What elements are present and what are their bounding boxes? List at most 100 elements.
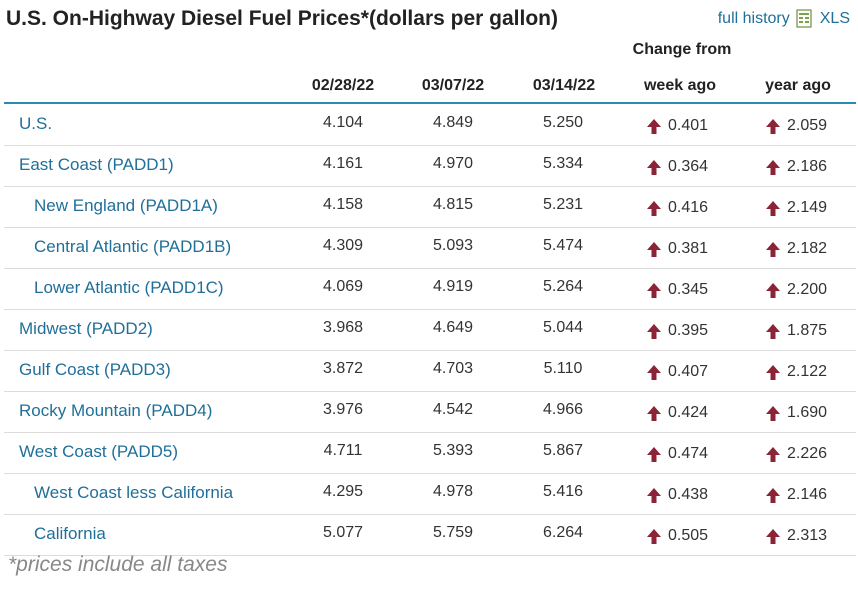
week-change: 0.364 bbox=[647, 158, 708, 176]
year-change: 2.149 bbox=[766, 199, 827, 217]
year-change: 2.313 bbox=[766, 527, 827, 545]
year-change-value: 2.146 bbox=[787, 486, 828, 503]
region-link[interactable]: New England (PADD1A) bbox=[34, 196, 218, 215]
week-change-value: 0.407 bbox=[668, 363, 709, 380]
year-change-value: 2.200 bbox=[787, 281, 828, 298]
price-date-1: 4.069 bbox=[322, 278, 364, 295]
price-date-2: 4.849 bbox=[432, 114, 474, 131]
week-change: 0.407 bbox=[647, 363, 708, 381]
price-date-1: 5.077 bbox=[322, 524, 364, 541]
page-title: U.S. On-Highway Diesel Fuel Prices*(doll… bbox=[6, 7, 558, 30]
week-change-value: 0.416 bbox=[668, 199, 709, 216]
region-link[interactable]: U.S. bbox=[19, 114, 53, 133]
price-date-1: 4.309 bbox=[322, 237, 364, 254]
header-divider bbox=[4, 102, 856, 104]
region-link[interactable]: California bbox=[34, 524, 106, 543]
week-change-value: 0.345 bbox=[668, 281, 709, 298]
region-link[interactable]: Central Atlantic (PADD1B) bbox=[34, 237, 232, 256]
region-link[interactable]: West Coast (PADD5) bbox=[19, 442, 179, 461]
year-change: 2.146 bbox=[766, 486, 827, 504]
full-history-link[interactable]: full history bbox=[717, 9, 790, 27]
footnote: *prices include all taxes bbox=[8, 553, 228, 576]
change-from-header: Change from bbox=[632, 41, 732, 58]
week-change-value: 0.505 bbox=[668, 527, 709, 544]
up-arrow-icon bbox=[647, 200, 661, 216]
year-change-value: 1.690 bbox=[787, 404, 828, 421]
price-date-3: 5.867 bbox=[542, 442, 584, 459]
year-change-value: 2.059 bbox=[787, 117, 828, 134]
year-change-value: 1.875 bbox=[787, 322, 828, 339]
week-change: 0.401 bbox=[647, 117, 708, 135]
year-change: 2.059 bbox=[766, 117, 827, 135]
price-date-3: 5.044 bbox=[542, 319, 584, 336]
up-arrow-icon bbox=[766, 528, 780, 544]
up-arrow-icon bbox=[647, 118, 661, 134]
year-change: 1.690 bbox=[766, 404, 827, 422]
price-date-2: 4.649 bbox=[432, 319, 474, 336]
region-link[interactable]: East Coast (PADD1) bbox=[19, 155, 174, 174]
week-change: 0.438 bbox=[647, 486, 708, 504]
year-change-value: 2.226 bbox=[787, 445, 828, 462]
up-arrow-icon bbox=[647, 487, 661, 503]
spreadsheet-icon[interactable] bbox=[796, 9, 814, 28]
table-row: U.S. 4.104 4.849 5.250 0.401 2.059 bbox=[4, 104, 856, 146]
week-change: 0.424 bbox=[647, 404, 708, 422]
column-header-week-ago: week ago bbox=[643, 77, 717, 94]
region-link[interactable]: West Coast less California bbox=[34, 483, 234, 502]
price-date-1: 4.295 bbox=[322, 483, 364, 500]
price-date-2: 4.703 bbox=[432, 360, 474, 377]
up-arrow-icon bbox=[766, 159, 780, 175]
up-arrow-icon bbox=[647, 364, 661, 380]
year-change: 2.226 bbox=[766, 445, 827, 463]
week-change-value: 0.474 bbox=[668, 445, 709, 462]
week-change-value: 0.395 bbox=[668, 322, 709, 339]
table-row: East Coast (PADD1) 4.161 4.970 5.334 0.364 2.… bbox=[4, 145, 856, 187]
up-arrow-icon bbox=[647, 323, 661, 339]
year-change: 2.182 bbox=[766, 240, 827, 258]
price-date-2: 5.093 bbox=[432, 237, 474, 254]
year-change: 2.200 bbox=[766, 281, 827, 299]
price-date-2: 4.970 bbox=[432, 155, 474, 172]
price-date-2: 5.393 bbox=[432, 442, 474, 459]
download-links: full history XLS bbox=[718, 9, 850, 28]
up-arrow-icon bbox=[647, 405, 661, 421]
column-header-date-1: 02/28/22 bbox=[311, 77, 375, 94]
price-date-1: 3.872 bbox=[322, 360, 364, 377]
table-row: West Coast less California 4.295 4.978 5.41… bbox=[4, 473, 856, 515]
up-arrow-icon bbox=[766, 241, 780, 257]
week-change-value: 0.381 bbox=[668, 240, 709, 257]
column-header-date-2: 03/07/22 bbox=[421, 77, 485, 94]
year-change: 2.122 bbox=[766, 363, 827, 381]
week-change: 0.381 bbox=[647, 240, 708, 258]
week-change: 0.474 bbox=[647, 445, 708, 463]
price-date-1: 4.711 bbox=[323, 442, 363, 459]
up-arrow-icon bbox=[766, 118, 780, 134]
year-change-value: 2.186 bbox=[787, 158, 828, 175]
region-link[interactable]: Rocky Mountain (PADD4) bbox=[19, 401, 213, 420]
up-arrow-icon bbox=[766, 200, 780, 216]
week-change: 0.345 bbox=[647, 281, 708, 299]
price-date-1: 3.976 bbox=[322, 401, 364, 418]
region-link[interactable]: Midwest (PADD2) bbox=[19, 319, 153, 338]
week-change-value: 0.364 bbox=[668, 158, 709, 175]
price-date-3: 5.110 bbox=[543, 360, 583, 377]
year-change: 1.875 bbox=[766, 322, 827, 340]
up-arrow-icon bbox=[766, 282, 780, 298]
region-link[interactable]: Lower Atlantic (PADD1C) bbox=[34, 278, 224, 297]
year-change-value: 2.313 bbox=[787, 527, 828, 544]
table-row: Central Atlantic (PADD1B) 4.309 5.093 5.474… bbox=[4, 227, 856, 269]
price-date-2: 4.542 bbox=[432, 401, 474, 418]
price-date-3: 5.264 bbox=[542, 278, 584, 295]
xls-link[interactable]: XLS bbox=[819, 9, 850, 27]
price-date-3: 5.250 bbox=[542, 114, 584, 131]
table-row: Lower Atlantic (PADD1C) 4.069 4.919 5.264 0.… bbox=[4, 268, 856, 310]
up-arrow-icon bbox=[766, 487, 780, 503]
up-arrow-icon bbox=[647, 282, 661, 298]
region-link[interactable]: Gulf Coast (PADD3) bbox=[19, 360, 171, 379]
table-row: California 5.077 5.759 6.264 0.505 2.313 bbox=[4, 514, 856, 556]
price-date-1: 4.158 bbox=[322, 196, 364, 213]
price-date-1: 3.968 bbox=[322, 319, 364, 336]
price-date-2: 4.919 bbox=[432, 278, 474, 295]
up-arrow-icon bbox=[766, 446, 780, 462]
year-change-value: 2.149 bbox=[787, 199, 828, 216]
